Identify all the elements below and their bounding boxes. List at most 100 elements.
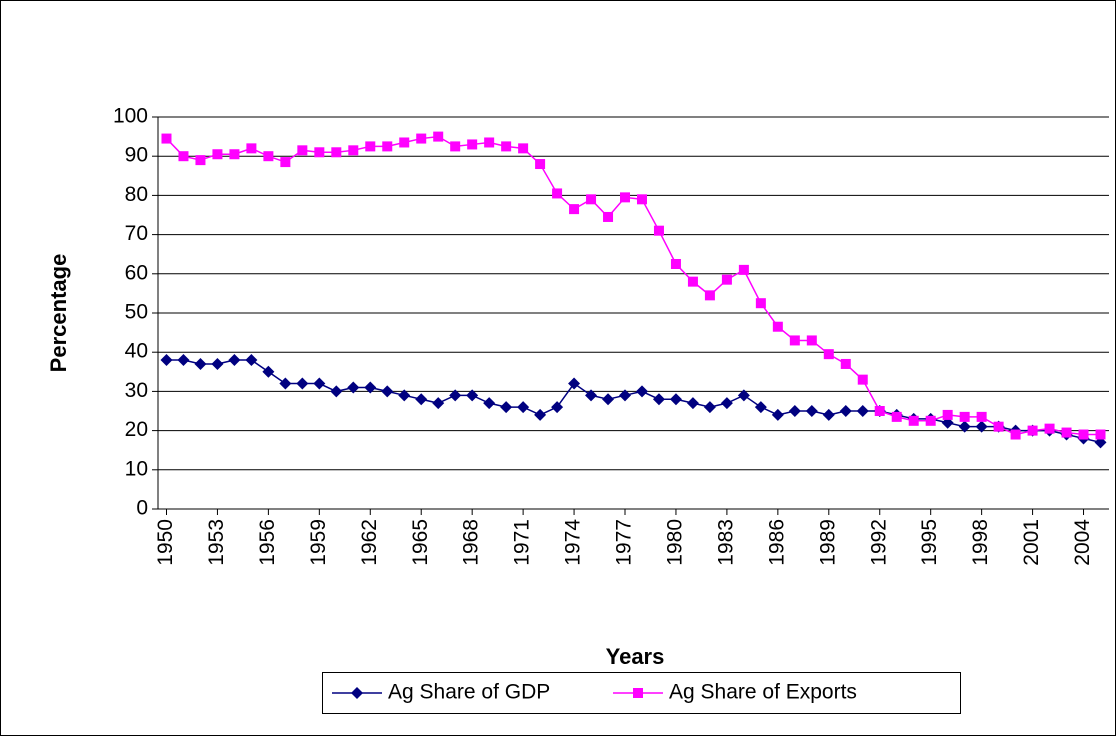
marker <box>160 354 173 367</box>
marker <box>958 420 971 433</box>
marker <box>976 411 987 422</box>
x-tick-label: 1953 <box>205 519 228 566</box>
marker <box>245 354 258 367</box>
marker <box>228 354 241 367</box>
marker <box>569 204 580 215</box>
marker <box>313 377 326 390</box>
marker <box>212 149 223 160</box>
x-tick-label: 1986 <box>765 519 788 566</box>
y-tick-label: 60 <box>125 261 148 284</box>
marker <box>686 397 699 410</box>
legend-label: Ag Share of GDP <box>388 681 550 704</box>
marker <box>331 147 342 158</box>
marker <box>297 145 308 156</box>
marker <box>483 397 496 410</box>
marker <box>772 321 783 332</box>
y-tick-label: 10 <box>125 457 148 480</box>
marker <box>467 139 478 150</box>
x-tick-label: 1983 <box>714 519 737 566</box>
marker <box>1061 427 1072 438</box>
marker <box>874 406 885 416</box>
y-tick-label: 40 <box>125 340 148 363</box>
marker <box>635 385 648 398</box>
marker <box>993 421 1004 432</box>
marker <box>687 276 698 287</box>
marker <box>856 405 869 417</box>
marker <box>364 381 377 394</box>
marker <box>330 385 343 398</box>
marker <box>177 354 190 367</box>
marker <box>620 192 631 203</box>
marker <box>382 141 393 152</box>
marker <box>788 405 801 417</box>
marker <box>517 401 530 414</box>
marker <box>942 409 953 420</box>
marker <box>755 298 766 309</box>
x-tick-label: 2004 <box>1071 519 1094 566</box>
marker <box>552 188 563 199</box>
x-tick-label: 1977 <box>613 519 636 566</box>
marker <box>857 374 868 385</box>
y-tick-label: 30 <box>125 379 148 402</box>
marker <box>789 335 800 346</box>
x-tick-label: 1974 <box>562 519 585 566</box>
x-tick-label: 1998 <box>969 519 992 566</box>
marker <box>280 157 291 168</box>
marker <box>603 211 614 222</box>
marker <box>381 385 394 398</box>
marker <box>484 137 495 148</box>
marker <box>619 389 632 402</box>
marker <box>314 147 325 158</box>
marker <box>296 377 309 390</box>
marker <box>433 131 444 142</box>
marker <box>738 264 749 275</box>
marker <box>365 141 376 152</box>
x-tick-label: 1992 <box>867 519 890 566</box>
marker <box>568 377 581 390</box>
marker <box>415 393 428 406</box>
marker <box>501 141 512 152</box>
x-tick-label: 1968 <box>460 519 483 566</box>
y-tick-label: 100 <box>113 105 148 128</box>
marker <box>246 143 257 154</box>
marker <box>925 415 936 426</box>
marker <box>500 401 513 414</box>
marker <box>279 377 292 390</box>
marker <box>211 357 224 370</box>
y-tick-label: 0 <box>136 497 148 520</box>
marker <box>466 389 479 402</box>
marker <box>432 397 445 410</box>
marker <box>347 381 360 394</box>
x-tick-label: 1971 <box>511 519 534 566</box>
marker <box>908 415 919 426</box>
legend-label: Ag Share of Exports <box>669 681 857 704</box>
x-tick-label: 1959 <box>307 519 330 566</box>
y-tick-label: 50 <box>125 301 148 324</box>
marker <box>670 259 681 269</box>
marker <box>518 143 529 154</box>
marker <box>840 358 851 369</box>
marker <box>161 133 172 144</box>
marker <box>535 159 546 170</box>
marker <box>669 393 682 406</box>
x-tick-label: 1950 <box>154 519 177 566</box>
marker <box>704 290 715 301</box>
x-tick-label: 1956 <box>256 519 279 566</box>
marker <box>754 401 767 414</box>
marker <box>551 401 564 414</box>
marker <box>891 411 902 422</box>
y-tick-label: 20 <box>125 418 148 441</box>
marker <box>839 405 852 417</box>
marker <box>1010 429 1021 440</box>
marker <box>1044 423 1055 434</box>
marker <box>959 411 970 422</box>
marker <box>975 420 988 433</box>
marker <box>398 389 411 402</box>
marker <box>653 225 664 236</box>
x-axis-title: Years <box>606 644 665 669</box>
x-tick-label: 1965 <box>409 519 432 566</box>
x-tick-label: 1989 <box>816 519 839 566</box>
marker <box>229 149 240 160</box>
marker <box>771 408 784 421</box>
marker <box>721 274 732 285</box>
